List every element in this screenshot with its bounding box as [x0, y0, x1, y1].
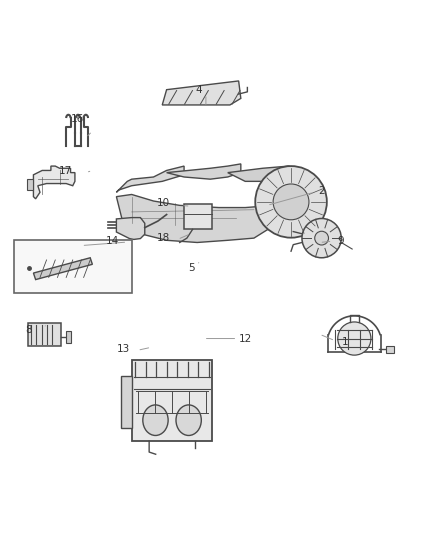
Polygon shape — [117, 217, 145, 239]
Text: 8: 8 — [25, 325, 32, 335]
Text: 9: 9 — [337, 236, 344, 246]
Circle shape — [255, 166, 327, 238]
Text: 2: 2 — [319, 187, 325, 196]
Text: 12: 12 — [239, 334, 252, 344]
Text: 14: 14 — [106, 236, 119, 246]
Bar — [121, 376, 132, 428]
Bar — [132, 360, 212, 441]
Text: 13: 13 — [117, 344, 130, 354]
Circle shape — [302, 219, 341, 258]
Circle shape — [273, 184, 309, 220]
Polygon shape — [33, 258, 92, 280]
Text: 16: 16 — [71, 114, 84, 124]
Text: 10: 10 — [157, 198, 170, 208]
Bar — [184, 204, 212, 229]
Bar — [28, 323, 60, 346]
Bar — [27, 179, 33, 190]
Bar — [14, 240, 132, 293]
Bar — [386, 346, 394, 352]
Polygon shape — [162, 81, 241, 105]
Text: 5: 5 — [189, 263, 195, 273]
Ellipse shape — [143, 405, 168, 435]
Text: 17: 17 — [59, 166, 72, 176]
Polygon shape — [117, 195, 274, 243]
Circle shape — [315, 231, 328, 245]
Bar — [66, 331, 71, 343]
Polygon shape — [33, 166, 75, 199]
Ellipse shape — [176, 405, 201, 435]
Polygon shape — [166, 164, 241, 179]
Text: 4: 4 — [195, 85, 202, 95]
Text: 1: 1 — [342, 337, 348, 346]
Text: 18: 18 — [157, 233, 170, 243]
Circle shape — [338, 322, 371, 355]
Polygon shape — [228, 166, 297, 181]
Polygon shape — [117, 166, 184, 192]
